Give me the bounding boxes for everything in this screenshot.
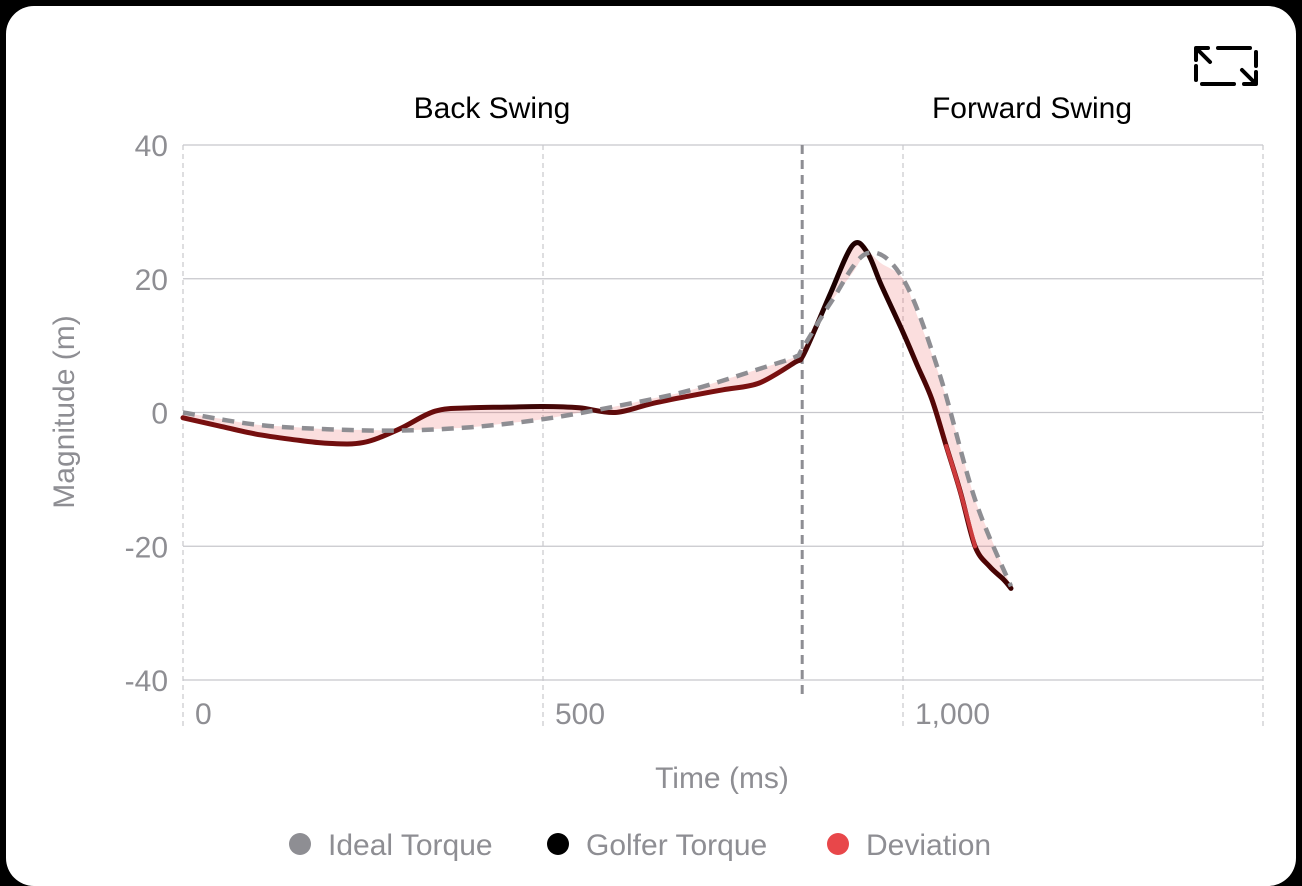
y-tick-label: -20 (125, 531, 168, 564)
x-tick-label: 0 (195, 698, 212, 731)
legend-marker-deviation (827, 833, 849, 855)
tick-labels: 40 20 0 -20 -40 0 500 1,000 (125, 130, 990, 731)
legend-marker-ideal-torque (289, 833, 311, 855)
legend-label-golfer-torque: Golfer Torque (586, 829, 767, 862)
y-tick-label: 40 (135, 130, 168, 163)
torque-chart: Back Swing Forward Swing Time (ms) Magni… (48, 92, 1264, 862)
phase-label-forward-swing: Forward Swing (932, 92, 1132, 125)
grid (182, 144, 1264, 728)
x-tick-label: 1,000 (915, 698, 990, 731)
legend-item-golfer-torque[interactable]: Golfer Torque (547, 829, 767, 862)
series-lines (180, 240, 1014, 591)
y-tick-label: 20 (135, 264, 168, 297)
legend-item-ideal-torque[interactable]: Ideal Torque (289, 829, 493, 862)
chart-card (6, 6, 1296, 886)
legend: Ideal Torque Golfer Torque Deviation (289, 829, 991, 862)
legend-marker-golfer-torque (547, 833, 569, 855)
x-tick-label: 500 (555, 698, 605, 731)
x-axis-title: Time (ms) (655, 762, 789, 795)
legend-item-deviation[interactable]: Deviation (827, 829, 991, 862)
deviation-highlight (944, 443, 977, 549)
y-tick-label: -40 (125, 665, 168, 698)
axes: Back Swing Forward Swing Time (ms) Magni… (48, 92, 1132, 795)
legend-label-ideal-torque: Ideal Torque (328, 829, 493, 862)
y-tick-label: 0 (151, 398, 168, 431)
expand-icon (1194, 46, 1258, 86)
chart-container: Back Swing Forward Swing Time (ms) Magni… (48, 40, 1264, 862)
ideal-torque-line (182, 250, 1014, 588)
phase-label-back-swing: Back Swing (414, 92, 571, 125)
golfer-torque-line (180, 240, 1014, 591)
legend-label-deviation: Deviation (866, 829, 991, 862)
y-axis-title: Magnitude (m) (48, 315, 81, 508)
expand-button[interactable] (1190, 40, 1262, 92)
